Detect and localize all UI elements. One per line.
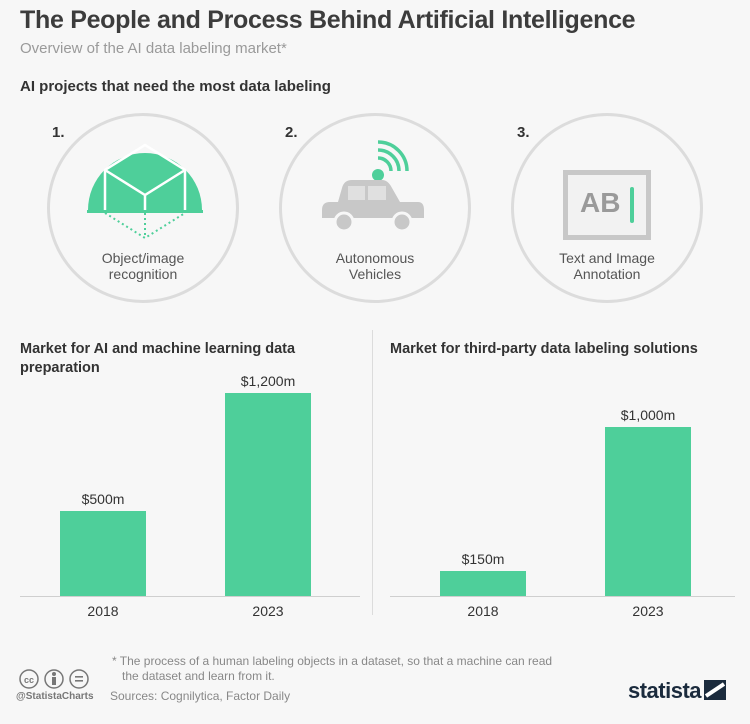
- svg-text:cc: cc: [24, 675, 34, 685]
- footnote: * The process of a human labeling object…: [112, 654, 553, 668]
- connected-car-icon: [322, 140, 424, 233]
- project-rank: 2.: [285, 124, 298, 141]
- project-label: Object/image recognition: [47, 250, 239, 282]
- icon-text: AB: [580, 187, 621, 218]
- chart-title: Market for third-party data labeling sol…: [390, 341, 698, 357]
- project-label-line: Object/image: [101, 250, 185, 266]
- x-axis: [390, 596, 735, 597]
- statista-logo-icon: [704, 680, 727, 700]
- value-label: $150m: [461, 550, 505, 567]
- sources: Sources: Cognilytica, Factor Daily: [110, 689, 291, 703]
- bar-2018: [60, 511, 146, 596]
- project-label-line: Autonomous: [335, 250, 415, 266]
- bar-2023: [225, 393, 311, 596]
- cursor-icon: [630, 187, 634, 223]
- bar-2023: [605, 426, 691, 596]
- project-label: Autonomous Vehicles: [279, 250, 471, 282]
- page-title: The People and Process Behind Artificial…: [20, 6, 636, 34]
- project-circle-1: [47, 113, 239, 303]
- projects-heading: AI projects that need the most data labe…: [20, 78, 331, 95]
- chart-title: Market for AI and machine learning data …: [20, 341, 296, 376]
- statista-handle: @StatistaCharts: [16, 691, 94, 702]
- footnote: the dataset and learn from it.: [122, 669, 275, 683]
- project-label: Text and Image Annotation: [511, 250, 703, 282]
- value-label: $500m: [81, 491, 125, 508]
- project-rank: 3.: [517, 124, 530, 141]
- page-subtitle: Overview of the AI data labeling market*: [20, 40, 287, 57]
- project-label-line: Vehicles: [348, 266, 402, 282]
- cube-icon: [87, 143, 203, 240]
- cc-license-icon: cc: [19, 669, 89, 689]
- value-label: $1,000m: [620, 406, 676, 423]
- project-circle-2: [279, 113, 471, 303]
- text-annotation-icon: AB: [563, 170, 651, 240]
- bar-2018: [440, 570, 526, 596]
- logo-text: statista: [628, 678, 702, 703]
- project-rank: 1.: [52, 124, 65, 141]
- divider: [372, 330, 373, 615]
- value-label: $1,200m: [240, 373, 296, 389]
- x-tick-label: 2023: [632, 603, 664, 619]
- project-label-line: Annotation: [573, 266, 641, 282]
- x-axis: [20, 596, 360, 597]
- statista-logo[interactable]: statista: [628, 678, 727, 704]
- x-tick-label: 2023: [252, 603, 284, 619]
- project-label-line: Text and Image: [559, 250, 655, 266]
- x-tick-label: 2018: [467, 603, 499, 619]
- project-label-line: recognition: [108, 266, 178, 282]
- x-tick-label: 2018: [87, 603, 119, 619]
- project-circle-3: [511, 113, 703, 303]
